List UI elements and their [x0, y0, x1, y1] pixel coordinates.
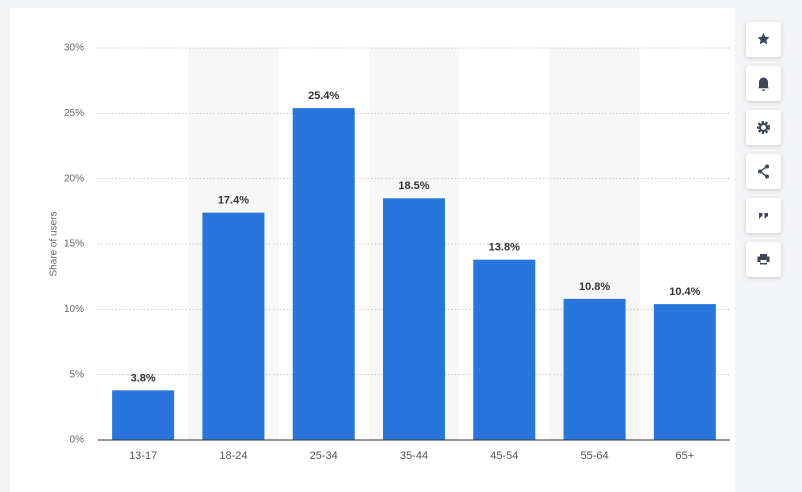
y-tick-label: 30% — [64, 43, 84, 54]
bar — [473, 259, 536, 440]
y-tick-label: 25% — [64, 108, 84, 119]
cite-button[interactable] — [746, 198, 781, 233]
value-label: 3.8% — [131, 372, 156, 384]
print-button[interactable] — [746, 242, 781, 277]
y-axis-label: Share of users — [49, 211, 60, 276]
x-tick-label: 55-64 — [581, 450, 609, 462]
y-tick-label: 10% — [64, 304, 84, 315]
value-label: 13.8% — [489, 242, 520, 254]
value-label: 10.4% — [669, 286, 700, 298]
value-label: 18.5% — [398, 180, 429, 192]
bar — [292, 108, 355, 441]
bar — [112, 390, 175, 440]
value-label: 17.4% — [218, 195, 249, 207]
x-tick-label: 35-44 — [400, 450, 428, 462]
y-tick-label: 20% — [64, 173, 84, 184]
bar — [563, 298, 626, 440]
bar — [653, 304, 716, 440]
x-tick-label: 65+ — [676, 450, 695, 462]
bar — [383, 198, 445, 440]
plot-area: 0% 5% 10% 15% 20% 25% 30% 3.8% 13-17 17.4% 18-24 25… — [64, 43, 730, 462]
x-tick-label: 18-24 — [219, 450, 247, 462]
y-tick-label: 0% — [70, 435, 85, 446]
toolbar — [746, 22, 781, 277]
y-tick-label: 15% — [64, 239, 84, 250]
share-button[interactable] — [746, 154, 781, 189]
favorite-button[interactable] — [746, 22, 781, 57]
value-label: 10.8% — [579, 281, 610, 293]
x-tick-label: 45-54 — [490, 450, 518, 462]
x-tick-label: 25-34 — [310, 450, 338, 462]
value-label: 25.4% — [308, 90, 339, 102]
notification-button[interactable] — [746, 66, 781, 101]
x-tick-label: 13-17 — [129, 450, 157, 462]
y-tick-label: 5% — [70, 369, 85, 380]
bar — [202, 212, 265, 440]
settings-button[interactable] — [746, 110, 781, 145]
